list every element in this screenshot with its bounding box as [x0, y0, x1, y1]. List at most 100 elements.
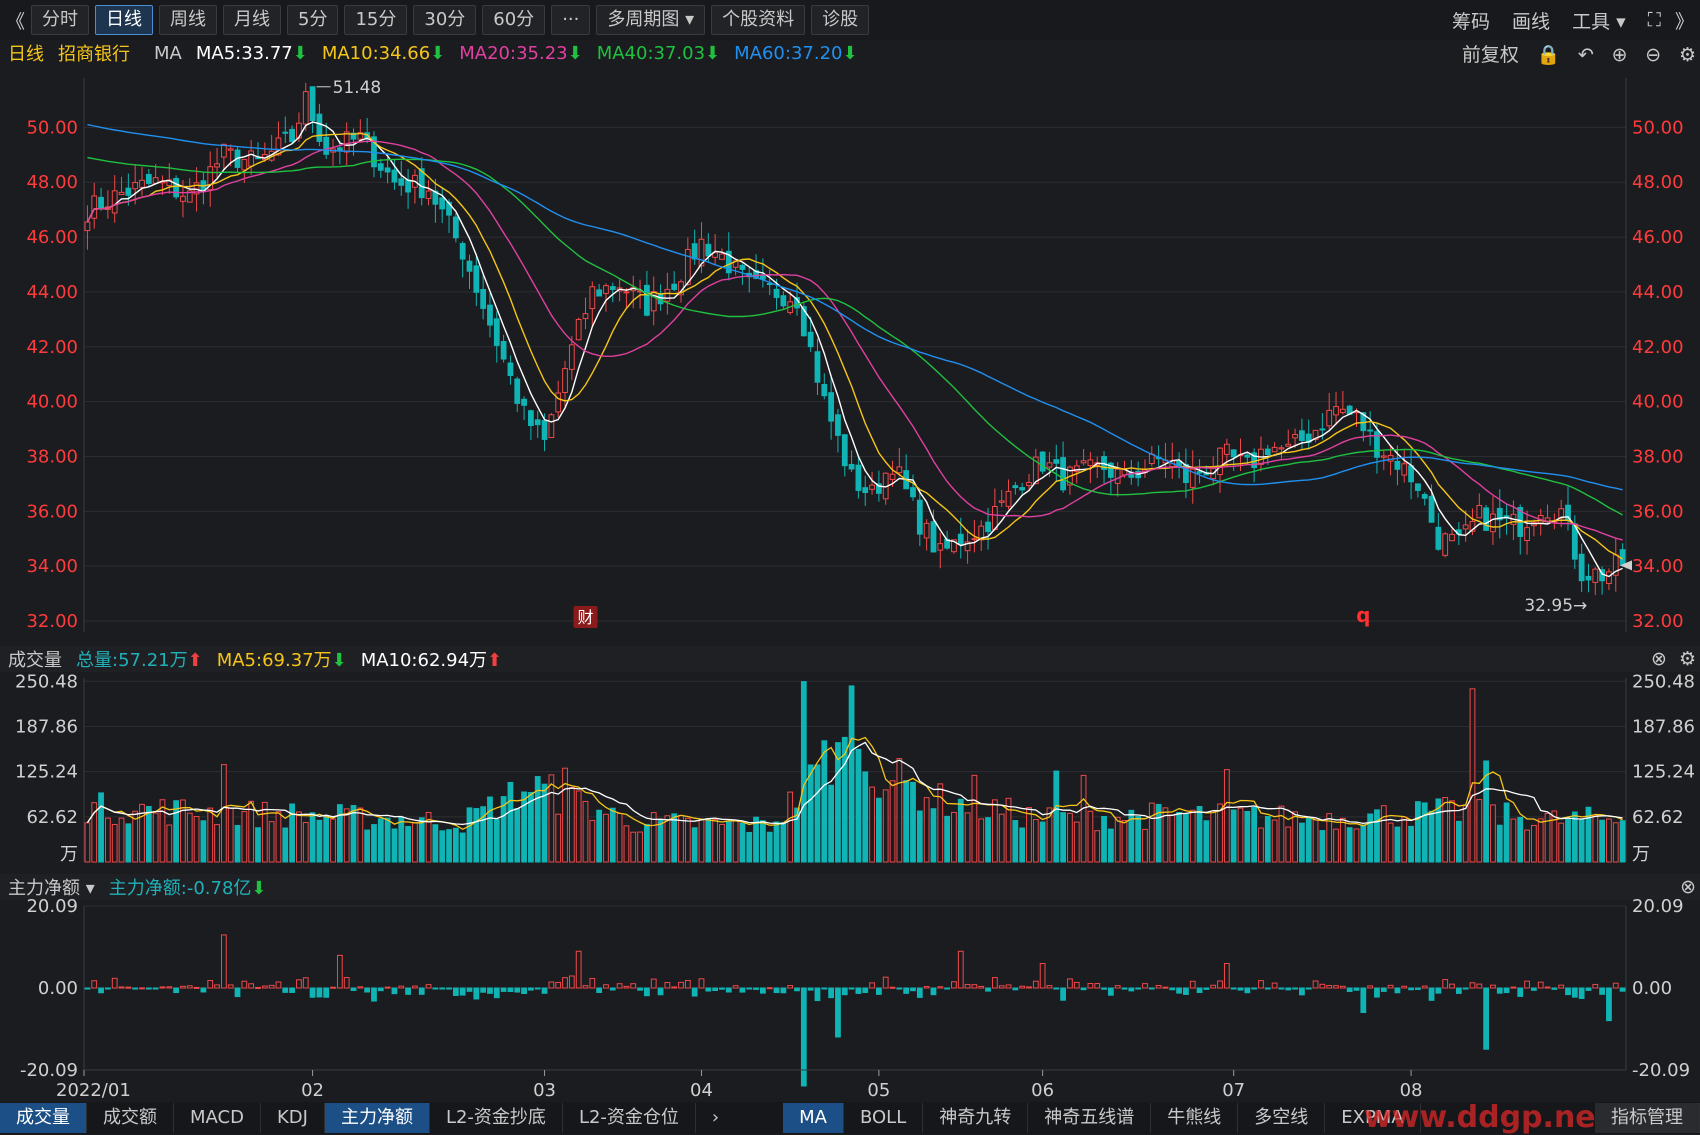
volume-bar	[828, 784, 835, 863]
volume-bar	[425, 811, 432, 863]
period-tab-5min[interactable]: 5分	[287, 5, 339, 35]
more-periods-button[interactable]: ···	[551, 5, 591, 35]
adjust-mode-button[interactable]: 前复权	[1461, 43, 1519, 66]
volume-bar	[1551, 810, 1558, 863]
period-label: 日线	[8, 44, 44, 65]
volume-bar	[227, 807, 234, 863]
tab-long-short-line[interactable]: 多空线	[1238, 1103, 1326, 1133]
candle-body	[1067, 466, 1073, 486]
volume-bar	[951, 811, 957, 863]
volume-bar	[1285, 826, 1292, 863]
candle-body	[1490, 513, 1496, 533]
main-fund-bar	[180, 985, 186, 989]
candle-body	[1462, 524, 1469, 530]
gear-icon[interactable]: ⚙	[1678, 43, 1696, 66]
zoom-in-icon[interactable]: ⊕	[1611, 43, 1628, 66]
main-fund-bar	[1558, 984, 1565, 989]
period-tab-minute[interactable]: 分时	[31, 5, 90, 35]
tab-magic-nine[interactable]: 神奇九转	[923, 1103, 1029, 1133]
candle-body	[691, 243, 698, 260]
ma-indicator-label[interactable]: MA	[154, 42, 182, 64]
lock-icon[interactable]: 🔒	[1536, 43, 1561, 66]
candle-body	[1271, 446, 1278, 453]
volume-bar	[1524, 829, 1530, 863]
volume-bar	[971, 774, 978, 863]
volume-bar	[412, 822, 418, 863]
candle-body	[582, 313, 589, 320]
volume-bar	[1230, 809, 1237, 863]
tab-ma[interactable]: MA	[783, 1103, 844, 1133]
tab-expma[interactable]: EXPMA	[1325, 1103, 1421, 1133]
draw-line-button[interactable]: 画线	[1512, 10, 1551, 33]
chip-distribution-button[interactable]: 筹码	[1452, 10, 1491, 33]
tab-bull-bear-line[interactable]: 牛熊线	[1151, 1103, 1239, 1133]
volume-bar	[671, 813, 678, 863]
main-fund-bar	[630, 983, 637, 989]
main-fund-bar	[684, 980, 691, 989]
arrow-down-icon: ⬇	[842, 42, 858, 64]
main-fund-bar	[780, 987, 787, 994]
fullscreen-icon[interactable]: ⛶	[1647, 9, 1661, 31]
main-fund-bar	[1271, 982, 1278, 989]
diagnose-button[interactable]: 诊股	[811, 5, 870, 35]
candle-body	[507, 362, 514, 376]
main-fund-bar	[1223, 963, 1230, 989]
period-tab-60min[interactable]: 60分	[482, 5, 546, 35]
tab-boll[interactable]: BOLL	[844, 1103, 924, 1133]
close-icon[interactable]: ⊗	[1680, 876, 1696, 898]
volume-bar	[1408, 825, 1414, 863]
zoom-out-icon[interactable]: ⊖	[1645, 43, 1662, 66]
main-fund-dropdown[interactable]: 主力净额 ▾	[8, 874, 95, 900]
candle-body	[1606, 571, 1612, 585]
main-fund-bar	[821, 987, 828, 990]
main-fund-bar	[350, 987, 357, 991]
gear-icon[interactable]: ⚙	[1678, 648, 1696, 670]
main-fund-bar	[1230, 987, 1237, 990]
candle-body	[1312, 429, 1319, 440]
period-tab-week[interactable]: 周线	[159, 5, 218, 35]
next-tabs-icon[interactable]: ›	[711, 1107, 720, 1128]
expand-icon[interactable]: 》	[1674, 10, 1694, 33]
tab-magic-five-lines[interactable]: 神奇五线谱	[1028, 1103, 1152, 1133]
volume-bar	[1353, 828, 1360, 863]
main-fund-bar	[889, 986, 896, 989]
tab-l2-bottom-fishing[interactable]: L2-资金抄底	[430, 1103, 563, 1133]
stock-info-button[interactable]: 个股资料	[711, 5, 806, 35]
tab-kdj[interactable]: KDJ	[261, 1103, 325, 1133]
volume-bar	[84, 822, 91, 863]
main-fund-bar	[582, 985, 589, 989]
volume-bar	[418, 817, 425, 863]
tab-l2-position[interactable]: L2-资金仓位	[563, 1103, 696, 1133]
indicator-manage-button[interactable]: 指标管理	[1595, 1103, 1700, 1133]
volume-bar	[1114, 816, 1121, 863]
collapse-icon[interactable]: 《	[6, 10, 26, 33]
main-fund-bar	[473, 987, 480, 1000]
tools-dropdown[interactable]: 工具 ▾	[1572, 7, 1626, 34]
tab-main-fund[interactable]: 主力净额	[324, 1103, 430, 1133]
period-tab-15min[interactable]: 15分	[344, 5, 408, 35]
volume-bar	[159, 799, 166, 863]
candle-body	[1128, 471, 1135, 478]
tab-turnover[interactable]: 成交额	[87, 1103, 174, 1133]
price-tick-label-right: 44.00	[1632, 282, 1684, 303]
tab-volume[interactable]: 成交量	[0, 1103, 87, 1133]
candle-body	[1346, 405, 1353, 415]
main-fund-bar	[500, 987, 507, 992]
period-tab-30min[interactable]: 30分	[413, 5, 477, 35]
multi-period-dropdown[interactable]: 多周期图 ▾	[596, 5, 706, 35]
tab-macd[interactable]: MACD	[174, 1103, 261, 1133]
period-tab-month[interactable]: 月线	[223, 5, 282, 35]
close-icon[interactable]: ⊗	[1651, 648, 1667, 670]
volume-bar	[869, 786, 875, 863]
volume-bar	[1121, 820, 1128, 863]
main-fund-bar	[139, 987, 145, 990]
arrow-up-icon: ⬆	[187, 650, 203, 671]
volume-bar	[1080, 774, 1087, 863]
main-fund-bar	[1585, 987, 1592, 991]
volume-bar	[1155, 803, 1162, 863]
period-tab-day[interactable]: 日线	[95, 5, 154, 35]
candle-body	[1305, 433, 1312, 443]
candle-body	[753, 270, 759, 279]
undo-icon[interactable]: ↶	[1577, 43, 1594, 66]
